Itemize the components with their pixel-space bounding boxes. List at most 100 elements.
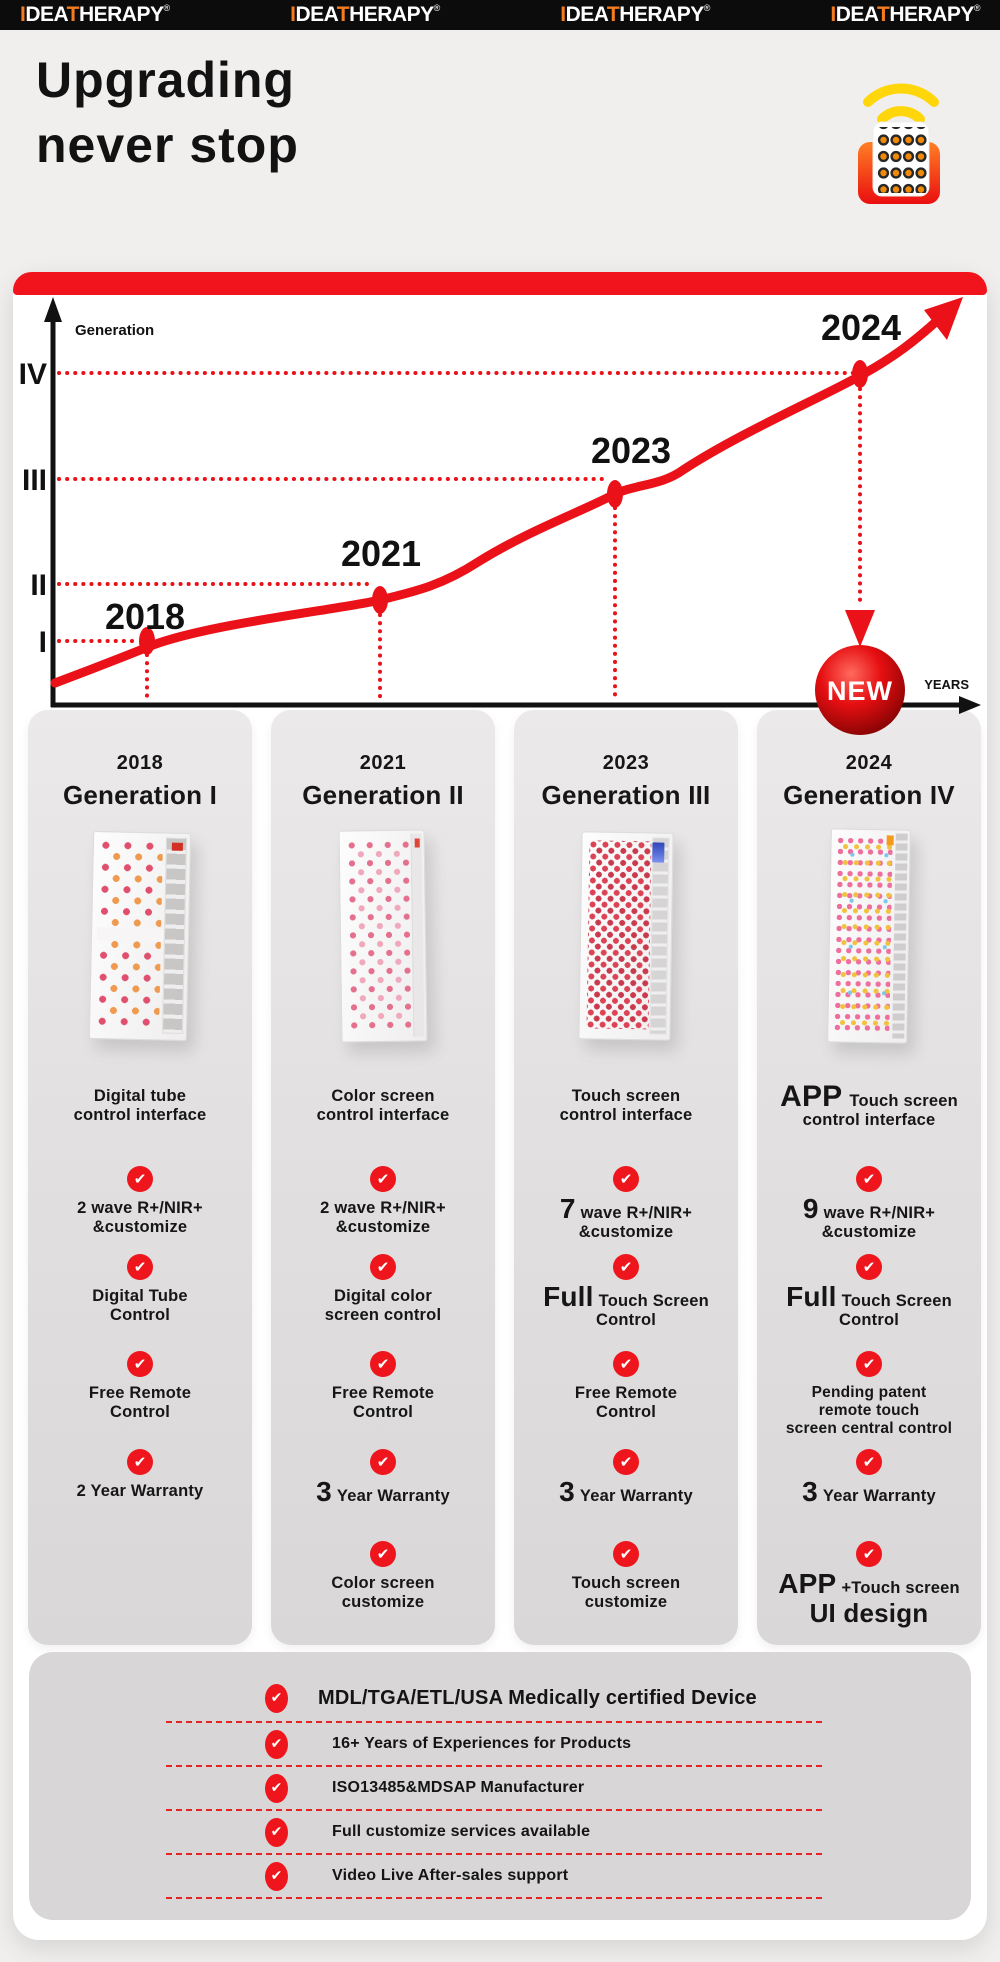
feature-warranty: ✔ 3 Year Warranty: [514, 1431, 738, 1523]
feature-remote: ✔ Free Remote Control: [514, 1333, 738, 1431]
check-icon: ✔: [265, 1817, 288, 1847]
divider: [166, 1853, 822, 1855]
digital-tube-display: [171, 842, 183, 851]
feature-control: ✔ Digital color screen control: [271, 1236, 495, 1333]
led-panel-photo: [88, 830, 192, 1042]
y-tick-labels: IV III II I: [19, 358, 47, 659]
red-top-bar: [13, 272, 987, 295]
product-image-gen3: [514, 811, 738, 1061]
brand-logo: IDEATHERAPY®: [290, 3, 441, 26]
feature-wave: ✔ 9 wave R+/NIR+ &customize: [757, 1148, 981, 1241]
cert-row: ✔ 16+ Years of Experiences for Products: [29, 1724, 971, 1764]
generation-columns: 2018 Generation I Digital tube control i…: [28, 710, 981, 1645]
check-icon: ✔: [613, 1351, 639, 1377]
column-generation-title: Generation I: [62, 780, 218, 810]
check-icon: ✔: [370, 1541, 396, 1567]
divider: [166, 1765, 822, 1767]
check-icon: ✔: [856, 1351, 882, 1377]
feature-interface: Touch screen control interface: [559, 1087, 693, 1124]
registered-mark: ®: [433, 3, 441, 13]
cert-row: ✔ Video Live After-sales support: [29, 1856, 971, 1896]
feature-wave: ✔ 2 wave R+/NIR+ &customize: [271, 1148, 495, 1236]
cert-text: ISO13485&MDSAP Manufacturer: [332, 1779, 585, 1796]
divider: [166, 1809, 822, 1811]
feature-customize: ✔ Color screen customize: [271, 1523, 495, 1612]
led-dots: [586, 840, 652, 1030]
side-edge: [649, 837, 670, 1035]
svg-text:IV: IV: [19, 358, 47, 391]
cert-text: MDL/TGA/ETL/USA Medically certified Devi…: [318, 1686, 757, 1709]
column-generation-title: Generation III: [541, 780, 711, 810]
brand-logo: IDEATHERAPY®: [560, 3, 711, 26]
svg-text:2021: 2021: [341, 533, 421, 574]
registered-mark: ®: [163, 3, 170, 13]
check-icon: ✔: [613, 1541, 639, 1567]
check-icon: ✔: [856, 1541, 882, 1567]
growth-curve: [50, 314, 944, 688]
feature-warranty: ✔ 3 Year Warranty: [271, 1431, 495, 1523]
cert-row: ✔ Full customize services available: [29, 1812, 971, 1852]
product-image-gen1: [28, 811, 252, 1061]
check-icon: ✔: [370, 1254, 396, 1280]
year-labels: 2018 2021 2023 2024: [105, 307, 901, 637]
svg-text:2018: 2018: [105, 596, 185, 637]
axes: [44, 297, 981, 714]
feature-control: ✔ Full Touch Screen Control: [514, 1236, 738, 1333]
x-axis-label: YEARS: [924, 677, 969, 692]
feature-warranty: ✔ 3 Year Warranty: [757, 1431, 981, 1523]
check-icon: ✔: [127, 1351, 153, 1377]
column-generation-3: 2023 Generation III Touch screen control…: [514, 710, 738, 1645]
column-year: 2021: [359, 752, 407, 774]
remote-wifi-icon: [858, 83, 940, 204]
brand-bar: IDEATHERAPY® IDEATHERAPY® IDEATHERAPY® I…: [0, 0, 1000, 30]
column-generation-title: Generation II: [302, 780, 464, 810]
main-card: NEW Generation YEARS IV III II I 2018 20…: [13, 272, 987, 1940]
feature-remote: ✔ Free Remote Control: [28, 1333, 252, 1431]
svg-text:II: II: [30, 569, 47, 602]
registered-mark: ®: [973, 3, 981, 13]
new-badge-label: NEW: [827, 676, 893, 706]
registered-mark: ®: [703, 3, 711, 13]
feature-interface: Digital tube control interface: [73, 1087, 207, 1124]
led-panel-photo: [578, 831, 674, 1041]
cert-row: ✔ ISO13485&MDSAP Manufacturer: [29, 1768, 971, 1808]
brand-logo: IDEATHERAPY®: [830, 3, 981, 26]
feature-interface: Color screen control interface: [316, 1087, 450, 1124]
led-panel-photo: [827, 828, 911, 1044]
product-image-gen2: [271, 811, 495, 1061]
feature-warranty: ✔ 2 Year Warranty: [28, 1431, 252, 1523]
side-edge: [410, 833, 425, 1037]
dotted-gridlines: [57, 371, 862, 703]
column-generation-title: Generation IV: [783, 780, 955, 810]
check-icon: ✔: [265, 1773, 288, 1803]
feature-wave: ✔ 2 wave R+/NIR+ &customize: [28, 1148, 252, 1236]
svg-text:I: I: [39, 626, 47, 659]
feature-customize: ✔ Touch screen customize: [514, 1523, 738, 1612]
feature-remote: ✔ Pending patent remote touch screen centr…: [757, 1333, 981, 1437]
divider: [166, 1897, 822, 1899]
check-icon: ✔: [127, 1254, 153, 1280]
check-icon: ✔: [265, 1729, 288, 1759]
page-title: Upgrading never stop: [36, 52, 299, 173]
check-icon: ✔: [856, 1166, 882, 1192]
product-image-gen4: [757, 811, 981, 1061]
column-generation-2: 2021 Generation II Color screen control …: [271, 710, 495, 1645]
control-tower: [161, 837, 188, 1034]
certification-card: ✔ MDL/TGA/ETL/USA Medically certified De…: [29, 1652, 971, 1920]
divider: [166, 1721, 822, 1723]
touch-screen-display: [652, 842, 665, 863]
svg-text:2024: 2024: [821, 307, 901, 348]
cert-text: Full customize services available: [332, 1823, 591, 1840]
feature-wave: ✔ 7 wave R+/NIR+ &customize: [514, 1148, 738, 1241]
svg-text:2023: 2023: [591, 430, 671, 471]
curve-arrowhead: [924, 297, 963, 340]
led-dots: [347, 840, 412, 1030]
check-icon: ✔: [613, 1254, 639, 1280]
column-year: 2023: [602, 752, 650, 774]
side-edge: [892, 833, 908, 1039]
check-icon: ✔: [370, 1351, 396, 1377]
check-icon: ✔: [613, 1166, 639, 1192]
svg-text:III: III: [22, 464, 47, 497]
column-year: 2024: [845, 752, 893, 774]
led-panel-photo: [338, 829, 428, 1043]
